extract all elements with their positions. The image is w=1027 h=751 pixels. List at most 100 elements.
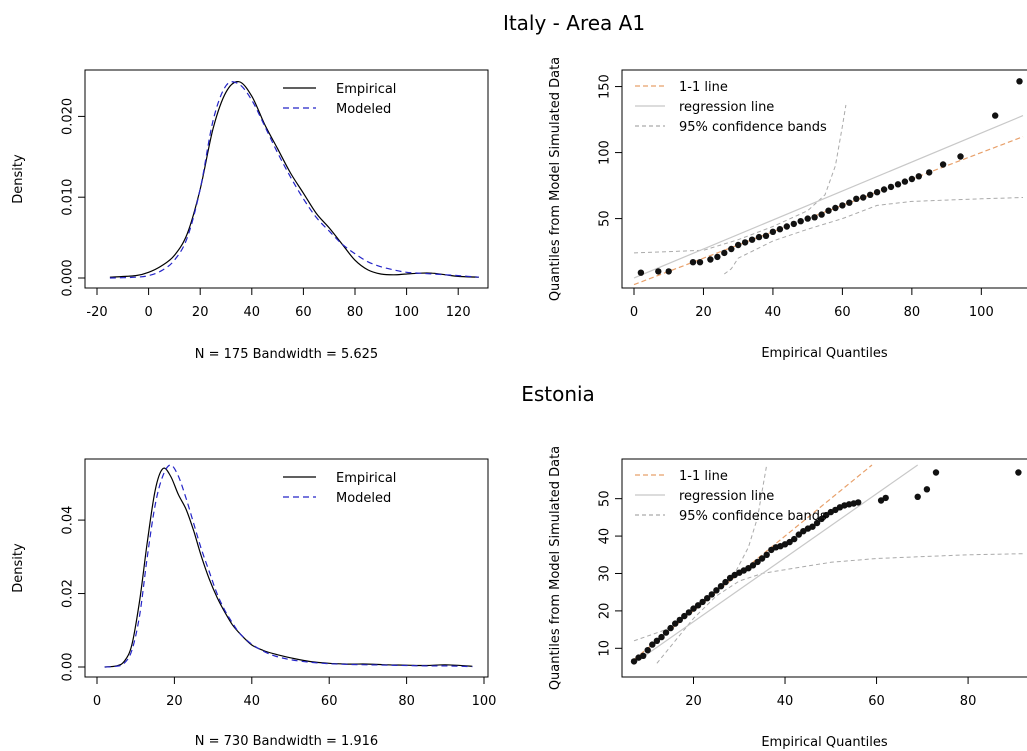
qq-point (717, 583, 725, 590)
qq-point (637, 269, 645, 276)
qq-point (932, 469, 940, 476)
legend-entry: 1-1 line (679, 469, 728, 484)
qq-point (786, 538, 793, 546)
qq-point (939, 161, 947, 168)
legend-entry: regression line (679, 100, 774, 115)
qq-point (707, 256, 714, 263)
legend-entry: 95% confidence bands (679, 509, 827, 524)
qq-point (908, 175, 916, 183)
qq-point (745, 565, 752, 572)
x-tick-label: 40 (244, 694, 261, 709)
plot-area (109, 81, 479, 279)
qq-point (776, 226, 784, 233)
qq-point (790, 220, 797, 228)
qq-point (735, 241, 742, 249)
qq-point (728, 245, 735, 253)
qq-point (915, 173, 922, 180)
qq-point (860, 194, 867, 201)
y-tick-label: 0.02 (61, 579, 76, 608)
series-line-modeled (104, 464, 473, 668)
qq-point (721, 249, 728, 257)
qq-point (649, 641, 656, 648)
qq-point (855, 499, 862, 506)
legend-entry: Modeled (336, 491, 391, 506)
qq-point (662, 629, 670, 636)
qq-point (713, 587, 720, 594)
plot-area (630, 464, 1024, 665)
x-tick-label: 80 (960, 694, 977, 709)
x-tick-label: 60 (868, 694, 885, 709)
x-tick-label: 0 (144, 305, 152, 320)
estonia-qq-panel: 20 40 60 80 10 20 30 40 50 Empirical Quantiles Qua… (548, 446, 1027, 750)
confidence-band-lower (656, 553, 1024, 664)
qq-point (926, 169, 933, 176)
group-title-estonia: Estonia (521, 382, 595, 406)
x-axis-label: N = 730 Bandwidth = 1.916 (195, 734, 378, 749)
x-tick-label: 100 (394, 305, 419, 320)
qq-point (901, 178, 909, 185)
legend-entry: Modeled (336, 102, 391, 117)
legend-entry: 1-1 line (679, 80, 728, 95)
legend-entry: 95% confidence bands (679, 120, 827, 135)
y-tick-label: 10 (598, 640, 613, 657)
qq-point (797, 218, 804, 225)
x-tick-label: 0 (93, 694, 101, 709)
qq-point (763, 551, 770, 558)
qq-point (754, 558, 761, 566)
qq-point (722, 578, 729, 586)
qq-point (653, 637, 661, 644)
qq-point (823, 511, 830, 519)
x-tick-label: 60 (321, 694, 338, 709)
x-tick-label: 40 (777, 694, 794, 709)
qq-point (699, 598, 706, 606)
qq-point (818, 211, 825, 218)
x-tick-label: 20 (192, 305, 209, 320)
qq-point (694, 602, 702, 609)
qq-point (873, 189, 881, 196)
qq-point (839, 202, 846, 209)
qq-point (880, 186, 888, 193)
qq-point (894, 181, 902, 188)
x-tick-label: 60 (834, 305, 851, 320)
qq-point (992, 112, 999, 119)
plot-frame (84, 458, 489, 678)
qq-point (658, 633, 665, 641)
y-tick-label: 30 (598, 565, 613, 582)
x-tick-label: 20 (166, 694, 183, 709)
confidence-band-upper (633, 104, 847, 254)
qq-point (749, 562, 757, 569)
qq-point (809, 523, 816, 530)
qq-point (667, 624, 674, 632)
legend-entry: Empirical (336, 82, 396, 97)
y-tick-label: 50 (598, 490, 613, 507)
qq-point (685, 609, 693, 616)
qq-point (769, 228, 777, 235)
y-axis-label: Quantiles from Model Simulated Data (548, 446, 563, 690)
plot-area (633, 78, 1024, 286)
qq-point (726, 574, 734, 582)
y-tick-label: 0.010 (61, 179, 76, 216)
qq-point (690, 605, 697, 612)
x-tick-label: 100 (969, 305, 994, 320)
x-tick-label: 0 (630, 305, 638, 320)
qq-point (672, 620, 679, 627)
qq-point (689, 259, 697, 266)
plot-area (104, 464, 473, 668)
y-tick-label: 0.04 (61, 506, 76, 535)
qq-point (813, 519, 821, 527)
group-title-italy: Italy - Area A1 (503, 11, 645, 35)
y-tick-label: 0.020 (61, 98, 76, 135)
qq-point (867, 191, 874, 198)
y-axis-label: Density (11, 543, 26, 593)
qq-point (758, 555, 766, 562)
qq-point (887, 183, 895, 191)
qq-point (832, 204, 839, 212)
x-tick-label: 40 (765, 305, 782, 320)
estonia-density-panel: 0 20 40 60 80 100 0.00 0.02 0.04 N = 730 Bandwidt… (11, 458, 496, 749)
series-line-modeled (109, 81, 479, 279)
qq-point (704, 595, 711, 602)
qq-point (818, 515, 825, 523)
y-tick-label: 150 (598, 74, 613, 99)
qq-point (1016, 78, 1023, 85)
qq-point (681, 612, 688, 620)
